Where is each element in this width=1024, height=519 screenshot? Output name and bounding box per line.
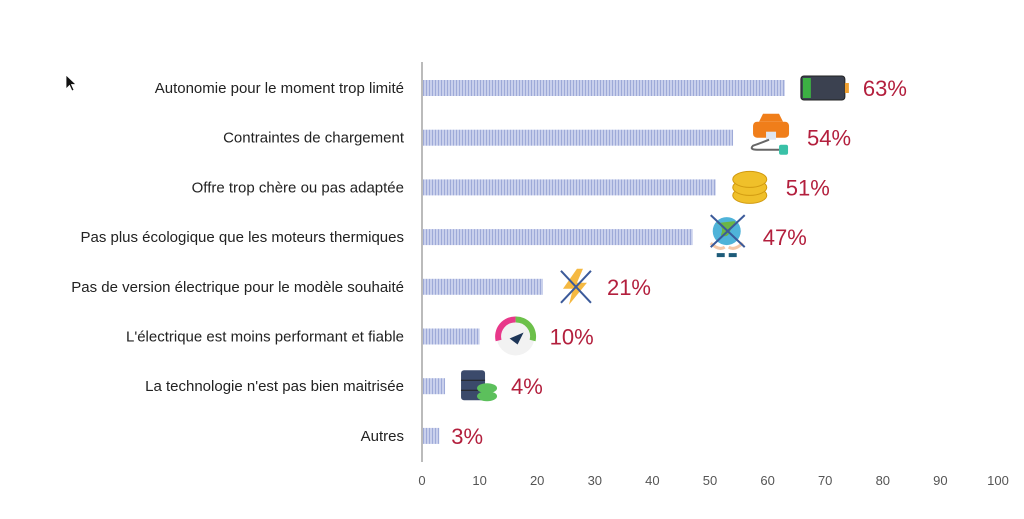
value-label: 3% [451, 424, 483, 449]
bar [423, 179, 716, 196]
bar [423, 378, 446, 395]
cursor-icon [65, 74, 78, 92]
value-label: 54% [807, 126, 851, 151]
x-tick-label: 50 [703, 473, 717, 488]
x-tick-label: 70 [818, 473, 832, 488]
category-label: Pas de version électrique pour le modèle… [71, 279, 404, 296]
bar [423, 328, 480, 345]
gauge-icon [495, 316, 537, 356]
bar [423, 427, 440, 444]
value-label: 47% [763, 225, 807, 250]
category-label: L'électrique est moins performant et fia… [126, 329, 404, 346]
bar [423, 80, 785, 96]
category-label: Offre trop chère ou pas adaptée [192, 179, 404, 196]
bar [423, 278, 543, 295]
coins-icon [732, 170, 768, 204]
category-label: Autonomie pour le moment trop limité [155, 80, 404, 97]
crossed-globe-icon [709, 214, 746, 258]
battery-icon [800, 75, 849, 101]
bar [423, 229, 693, 246]
database-icon [461, 370, 498, 402]
car-charging-icon [750, 113, 790, 155]
category-label: Pas plus écologique que les moteurs ther… [80, 229, 404, 246]
value-label: 63% [863, 76, 907, 101]
x-tick-label: 30 [588, 473, 602, 488]
x-tick-label: 10 [472, 473, 486, 488]
x-tick-label: 100 [987, 473, 1009, 488]
value-label: 4% [511, 374, 543, 399]
category-label: Contraintes de chargement [223, 130, 405, 147]
x-tick-label: 0 [418, 473, 425, 488]
x-tick-label: 80 [876, 473, 890, 488]
value-label: 10% [550, 325, 594, 350]
category-label: La technologie n'est pas bien maitrisée [145, 378, 404, 395]
category-label: Autres [361, 428, 404, 445]
x-tick-label: 60 [760, 473, 774, 488]
x-tick-label: 40 [645, 473, 659, 488]
crossed-lightning-icon [560, 268, 592, 305]
bar [423, 129, 734, 146]
x-tick-label: 20 [530, 473, 544, 488]
value-label: 21% [607, 275, 651, 300]
value-label: 51% [786, 175, 830, 200]
x-tick-label: 90 [933, 473, 947, 488]
